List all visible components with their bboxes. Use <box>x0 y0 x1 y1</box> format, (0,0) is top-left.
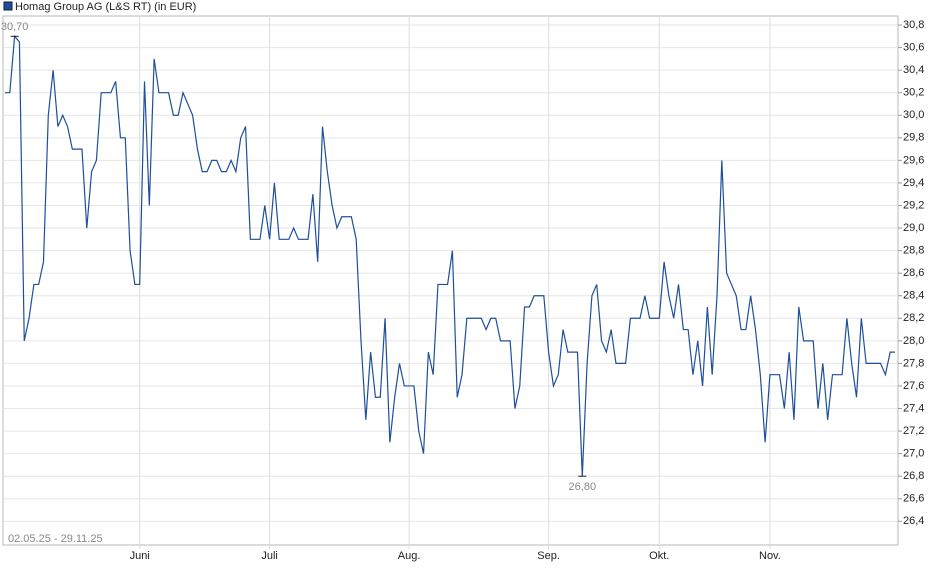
y-tick-label: 29,4 <box>903 177 924 189</box>
y-tick-label: 30,2 <box>903 87 924 99</box>
y-tick-label: 29,8 <box>903 132 924 144</box>
y-tick-label: 29,0 <box>903 222 924 234</box>
x-tick-label: Nov. <box>759 550 781 562</box>
price-line <box>5 34 895 477</box>
y-tick-label: 28,8 <box>903 245 924 257</box>
y-tick-label: 28,4 <box>903 290 924 302</box>
y-tick-label: 26,8 <box>903 470 924 482</box>
y-tick-label: 29,6 <box>903 154 924 166</box>
x-tick-label: Aug. <box>398 550 421 562</box>
x-tick-label: Juni <box>130 550 150 562</box>
extreme-label: 30,70 <box>1 21 29 33</box>
y-tick-label: 26,4 <box>903 515 924 527</box>
y-tick-label: 26,6 <box>903 493 924 505</box>
y-tick-label: 30,8 <box>903 19 924 31</box>
y-tick-label: 30,4 <box>903 64 924 76</box>
x-tick-label: Okt. <box>649 550 669 562</box>
y-tick-label: 30,0 <box>903 109 924 121</box>
y-tick-label: 27,6 <box>903 380 924 392</box>
y-tick-label: 27,4 <box>903 402 924 414</box>
y-tick-label: 28,6 <box>903 267 924 279</box>
y-tick-label: 28,2 <box>903 312 924 324</box>
y-tick-label: 27,8 <box>903 357 924 369</box>
legend-label: Homag Group AG (L&S RT) (in EUR) <box>15 1 196 13</box>
x-tick-label: Juli <box>261 550 278 562</box>
legend-swatch <box>3 1 13 11</box>
y-tick-label: 27,0 <box>903 448 924 460</box>
extreme-label: 26,80 <box>569 481 597 493</box>
x-tick-label: Sep. <box>537 550 560 562</box>
y-tick-label: 29,2 <box>903 199 924 211</box>
date-range: 02.05.25 - 29.11.25 <box>8 533 103 545</box>
plot-area <box>2 15 899 546</box>
y-tick-label: 28,0 <box>903 335 924 347</box>
y-tick-label: 27,2 <box>903 425 924 437</box>
y-tick-label: 30,6 <box>903 41 924 53</box>
